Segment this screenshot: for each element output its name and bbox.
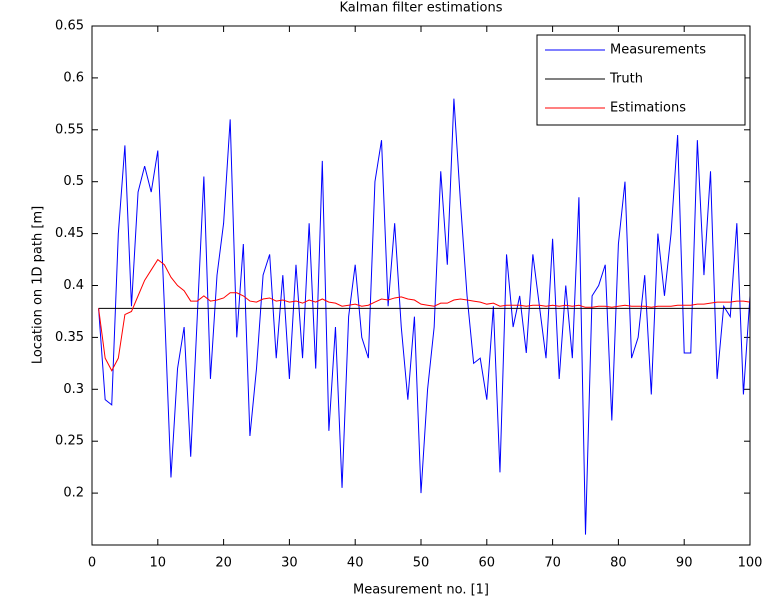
series-line: [98, 258, 751, 372]
y-tick-label: 0.6: [63, 70, 84, 85]
x-tick-label: 70: [544, 556, 561, 571]
x-tick-label: 20: [215, 556, 232, 571]
y-tick-label: 0.45: [55, 226, 84, 241]
x-tick-label: 40: [347, 556, 364, 571]
plot-frame: [91, 25, 751, 546]
x-axis-label: Measurement no. [1]: [353, 583, 489, 598]
x-tick-label: 0: [88, 556, 96, 571]
y-tick-label: 0.5: [63, 174, 84, 189]
y-tick-label: 0.2: [63, 486, 84, 501]
legend-label: Measurements: [610, 43, 706, 58]
x-tick-label: 100: [738, 556, 763, 571]
x-tick-label: 60: [479, 556, 496, 571]
y-axis-label: Location on 1D path [m]: [31, 206, 46, 364]
chart-title: Kalman filter estimations: [339, 1, 502, 16]
x-tick-label: 50: [413, 556, 430, 571]
y-tick-label: 0.65: [55, 19, 84, 34]
x-tick-label: 80: [610, 556, 627, 571]
y-tick-label: 0.25: [55, 434, 84, 449]
x-tick-label: 10: [150, 556, 167, 571]
legend-label: Truth: [609, 72, 643, 87]
y-tick-label: 0.4: [63, 278, 84, 293]
y-tick-label: 0.55: [55, 122, 84, 137]
y-tick-label: 0.35: [55, 330, 84, 345]
legend-label: Estimations: [610, 101, 686, 116]
x-tick-label: 30: [281, 556, 298, 571]
x-tick-label: 90: [676, 556, 693, 571]
y-tick-label: 0.3: [63, 382, 84, 397]
